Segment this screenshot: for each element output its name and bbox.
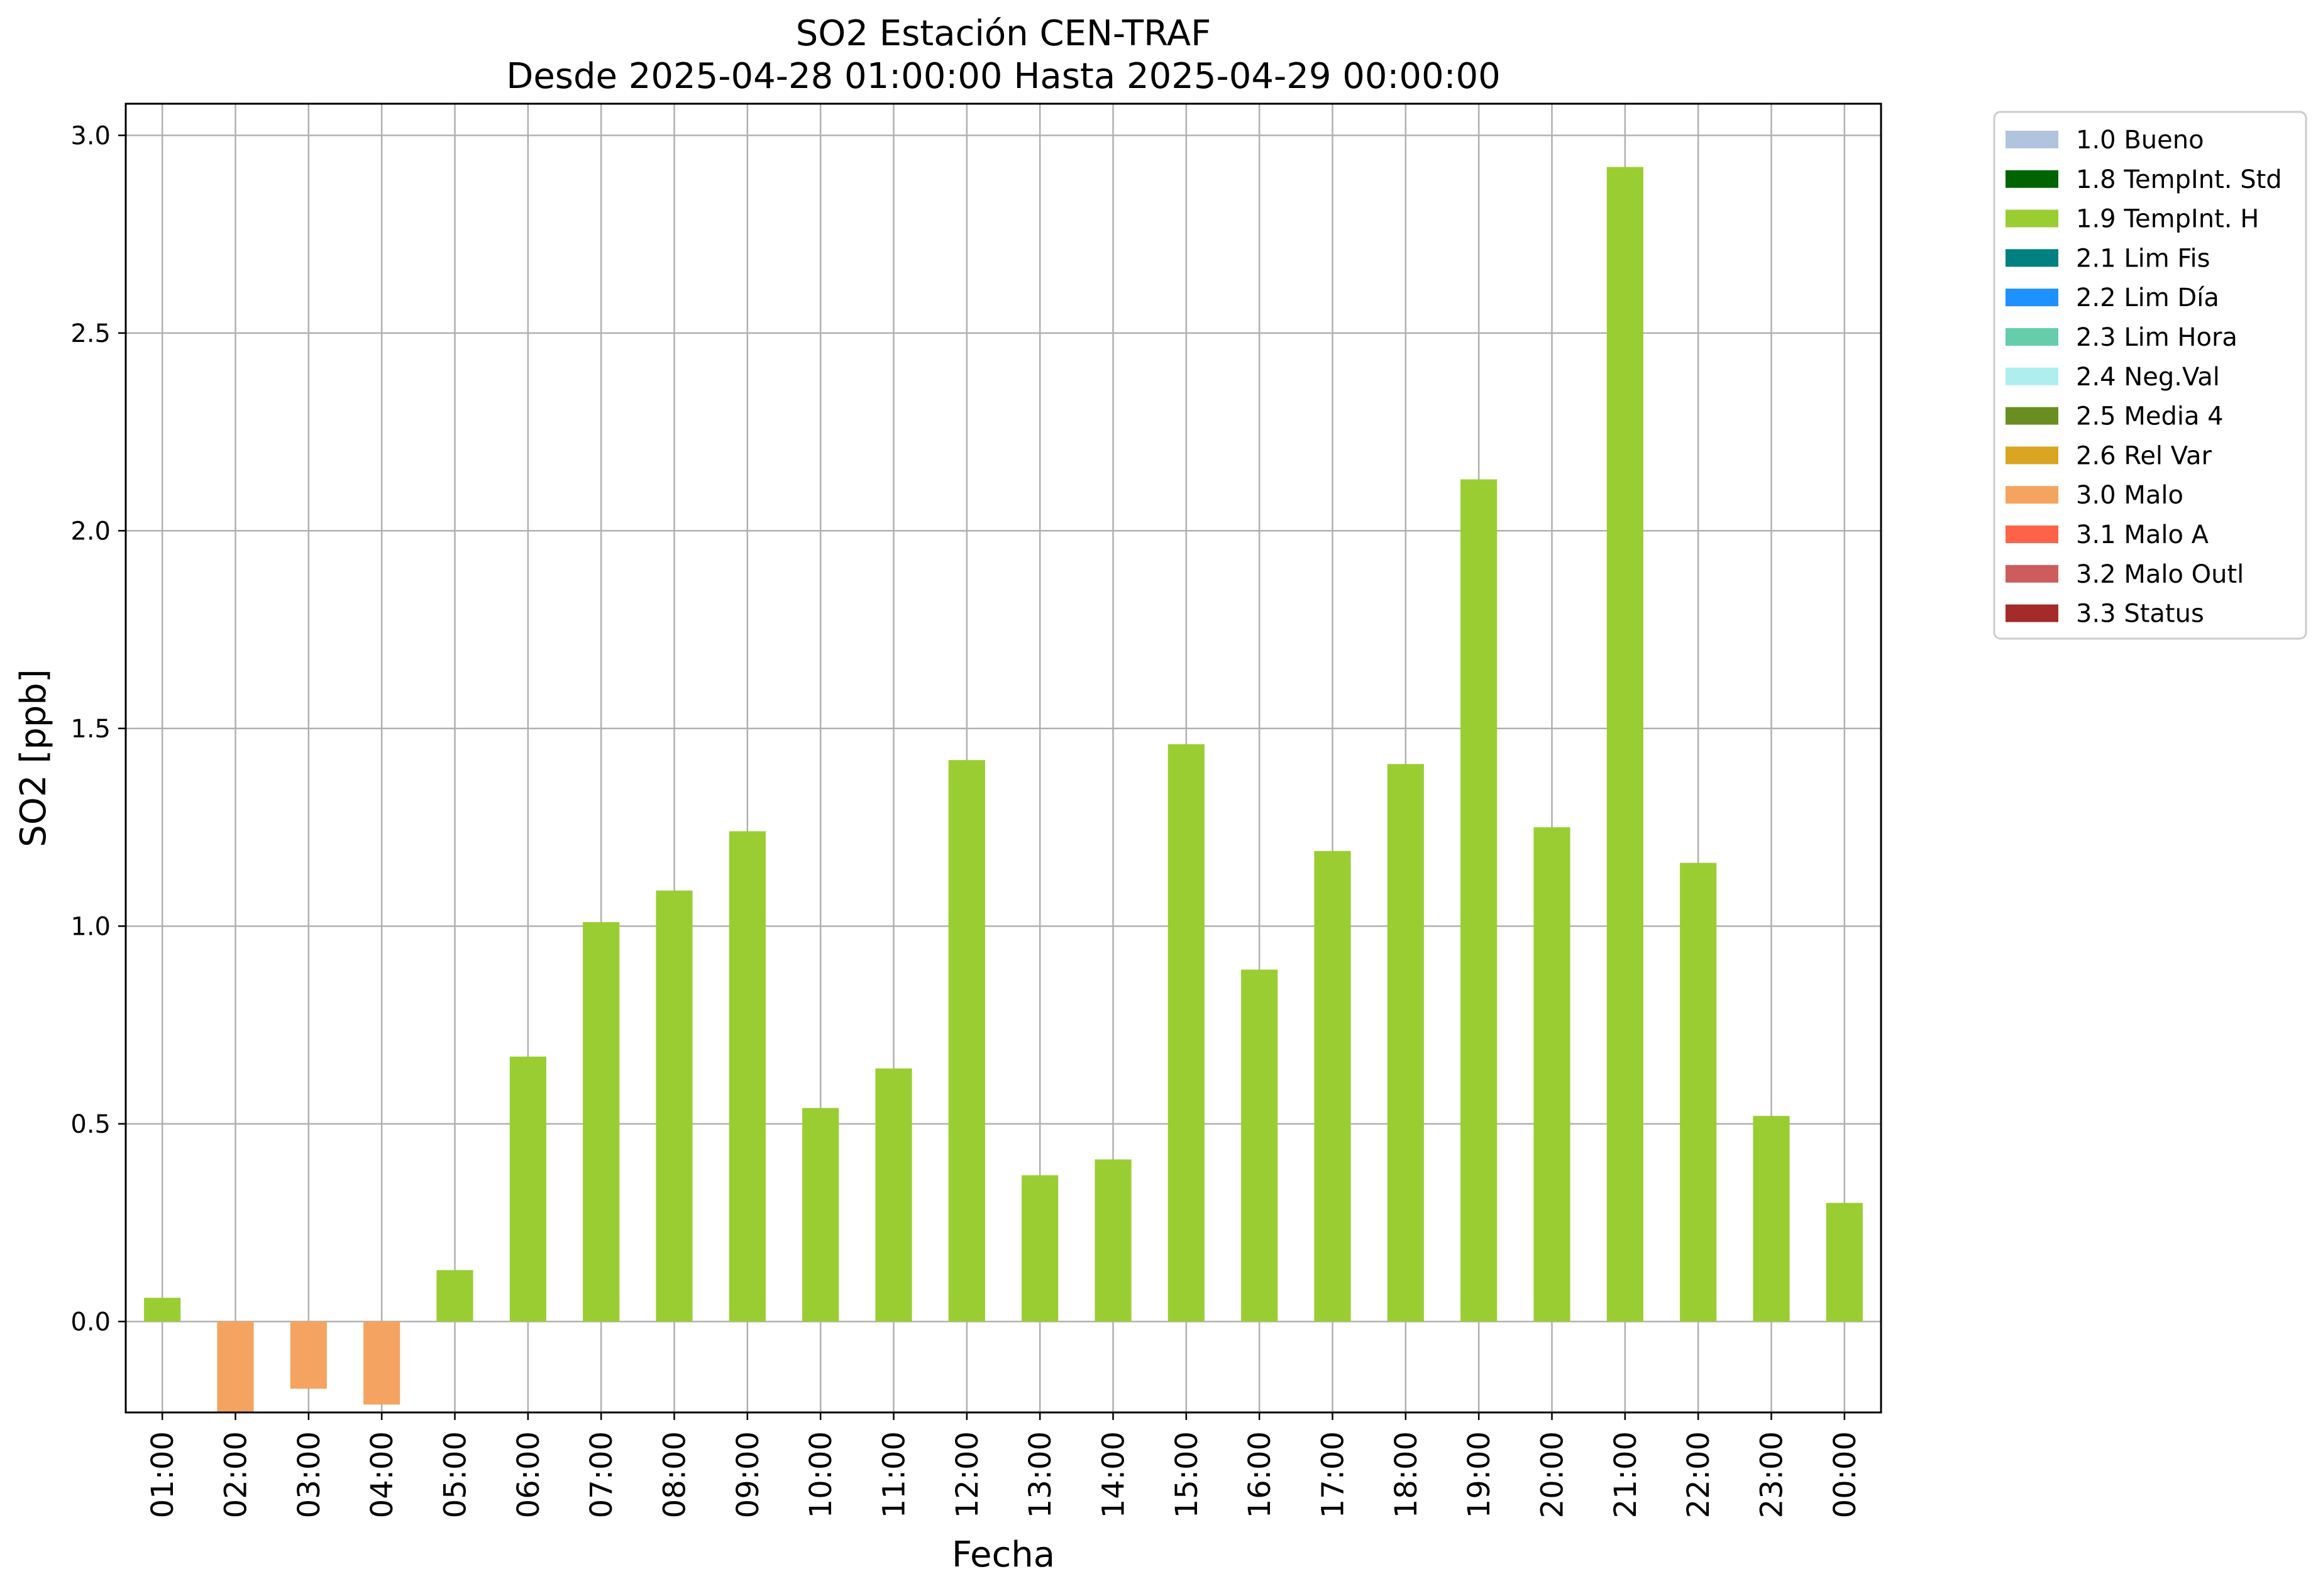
chart-subtitle: Desde 2025-04-28 01:00:00 Hasta 2025-04-… <box>506 56 1501 97</box>
bar-10:00 <box>802 1108 839 1322</box>
y-tick-label: 0.0 <box>70 1307 111 1336</box>
legend-swatch-3.1 <box>2006 526 2058 543</box>
y-tick-label: 2.0 <box>70 517 111 546</box>
bar-16:00 <box>1241 969 1278 1322</box>
plot-frame <box>124 102 1882 1414</box>
x-tick-label: 11:00 <box>877 1431 912 1518</box>
x-tick-label: 16:00 <box>1242 1431 1277 1518</box>
bar-09:00 <box>729 831 766 1322</box>
x-tick-label: 13:00 <box>1023 1431 1058 1518</box>
legend-swatch-1.9 <box>2006 209 2058 228</box>
x-tick-label: 06:00 <box>511 1431 546 1518</box>
x-tick-label: 15:00 <box>1169 1431 1205 1518</box>
legend-label: 2.4 Neg.Val <box>2076 363 2220 392</box>
x-tick-label: 00:00 <box>1828 1431 1863 1518</box>
x-tick-label: 07:00 <box>584 1431 619 1518</box>
bar-12:00 <box>948 760 985 1322</box>
legend-label: 3.1 Malo A <box>2076 520 2209 549</box>
bar-19:00 <box>1460 479 1498 1322</box>
legend: 1.0 Bueno 1.8 TempInt. Std 1.9 TempInt. H 2… <box>1993 111 2307 640</box>
legend-label: 1.0 Bueno <box>2076 126 2204 155</box>
legend-swatch-2.3 <box>2006 328 2058 346</box>
bar-06:00 <box>509 1056 546 1322</box>
bar-21:00 <box>1606 167 1643 1322</box>
legend-swatch-3.3 <box>2006 604 2058 622</box>
y-tick-label: 2.5 <box>70 319 111 348</box>
y-tick-label: 1.5 <box>70 715 111 744</box>
bar-23:00 <box>1753 1116 1790 1322</box>
x-tick-label: 19:00 <box>1462 1431 1497 1518</box>
x-tick-label: 17:00 <box>1316 1431 1351 1518</box>
legend-swatch-2.4 <box>2006 367 2058 385</box>
legend-label: 2.6 Rel Var <box>2076 441 2212 470</box>
bar-17:00 <box>1314 850 1351 1322</box>
legend-label: 1.9 TempInt. H <box>2076 205 2259 234</box>
x-tick-label: 10:00 <box>803 1431 839 1518</box>
legend-swatch-2.2 <box>2006 289 2058 307</box>
legend-swatch-2.6 <box>2006 446 2058 465</box>
legend-label: 2.1 Lim Fis <box>2076 244 2210 273</box>
bar-02:00 <box>217 1321 254 1412</box>
x-tick-label: 03:00 <box>292 1431 327 1518</box>
legend-swatch-1.8 <box>2006 170 2058 188</box>
bar-13:00 <box>1022 1175 1059 1322</box>
bar-05:00 <box>436 1270 473 1322</box>
bars <box>144 167 1863 1412</box>
legend-label: 3.0 Malo <box>2076 481 2183 510</box>
bar-18:00 <box>1387 764 1424 1322</box>
bar-11:00 <box>875 1068 912 1322</box>
x-axis-label: Fecha <box>952 1534 1055 1575</box>
x-tick-label: 18:00 <box>1389 1431 1424 1518</box>
x-tick-label: 09:00 <box>731 1431 766 1518</box>
legend-frame <box>1993 111 2307 640</box>
legend-label: 2.2 Lim Día <box>2076 283 2219 312</box>
bar-01:00 <box>144 1297 181 1322</box>
bar-15:00 <box>1167 744 1205 1322</box>
legend-swatch-2.5 <box>2006 407 2058 425</box>
x-tick-label: 23:00 <box>1755 1431 1790 1518</box>
legend-swatch-3.2 <box>2006 564 2058 583</box>
y-tick-label: 1.0 <box>70 912 111 941</box>
x-tick-label: 21:00 <box>1608 1431 1643 1518</box>
y-tick-label: 0.5 <box>70 1110 111 1139</box>
bar-08:00 <box>656 890 693 1322</box>
legend-label: 3.2 Malo Outl <box>2076 560 2244 589</box>
bar-04:00 <box>363 1321 400 1405</box>
x-tick-label: 12:00 <box>950 1431 985 1518</box>
x-tick-label: 02:00 <box>219 1431 254 1518</box>
legend-swatch-3.0 <box>2006 486 2058 504</box>
legend-label: 2.5 Media 4 <box>2076 402 2224 431</box>
x-tick-label: 01:00 <box>145 1431 180 1518</box>
legend-swatch-2.1 <box>2006 249 2058 267</box>
x-tick-label: 05:00 <box>438 1431 473 1518</box>
bar-07:00 <box>583 922 620 1322</box>
legend-swatch-1.0 <box>2006 131 2058 148</box>
x-tick-label: 20:00 <box>1535 1431 1570 1518</box>
bar-14:00 <box>1095 1159 1132 1322</box>
x-tick-label: 04:00 <box>365 1431 400 1518</box>
bar-22:00 <box>1680 862 1717 1322</box>
x-tick-label: 14:00 <box>1096 1431 1132 1518</box>
bar-00:00 <box>1826 1203 1863 1322</box>
y-tick-label: 3.0 <box>70 121 111 150</box>
y-axis-ticks: 0.0 0.5 1.0 1.5 2.0 2.5 3.0 <box>70 121 126 1336</box>
legend-label: 3.3 Status <box>2076 600 2204 629</box>
x-axis-ticks: 01:00 02:00 03:00 04:00 05:00 06:00 07:00 08:00… <box>145 1412 1863 1518</box>
legend-label: 1.8 TempInt. Std <box>2076 165 2282 194</box>
x-tick-label: 08:00 <box>658 1431 693 1518</box>
y-axis-label: SO2 [ppb] <box>13 669 54 847</box>
legend-label: 2.3 Lim Hora <box>2076 323 2237 352</box>
x-tick-label: 22:00 <box>1681 1431 1716 1518</box>
chart-title: SO2 Estación CEN-TRAF <box>796 13 1211 54</box>
bar-20:00 <box>1533 827 1570 1322</box>
bar-03:00 <box>290 1321 327 1389</box>
